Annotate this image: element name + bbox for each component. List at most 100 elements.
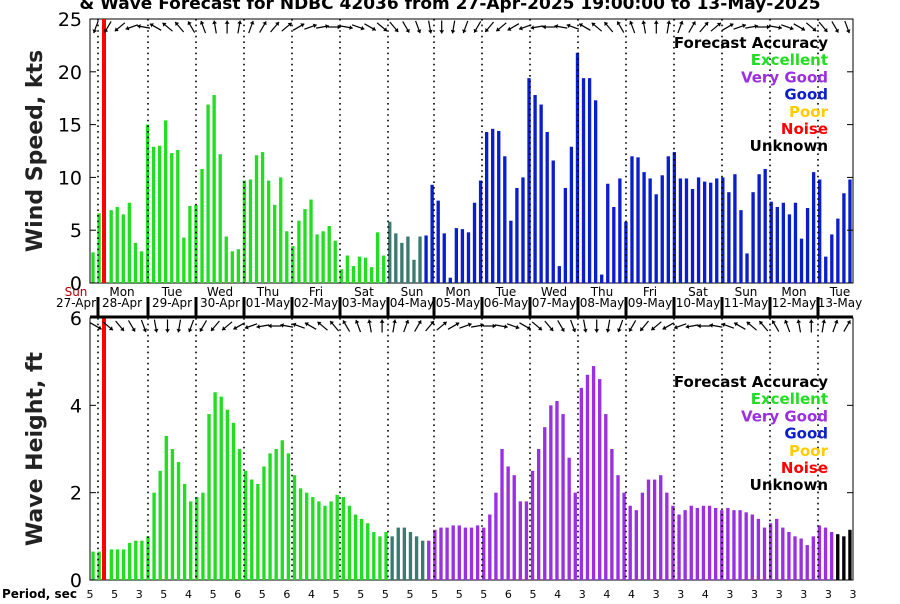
direction-arrow [768, 25, 783, 30]
arrow-head [108, 326, 113, 331]
data-bar [219, 396, 223, 580]
data-bar [225, 409, 230, 580]
data-bar [254, 155, 259, 283]
day-date: 01-May [246, 296, 290, 310]
arrow-head [188, 328, 193, 333]
arrow-head [504, 324, 508, 329]
data-bar [768, 523, 773, 580]
arrow-head [176, 328, 182, 333]
arrow-head [640, 327, 645, 331]
data-bar [170, 449, 175, 580]
data-bar [430, 184, 434, 283]
data-bar [321, 231, 325, 283]
direction-arrow [174, 21, 185, 33]
data-bar [709, 182, 713, 283]
direction-arrow [137, 24, 151, 29]
day-date: 11-May [724, 296, 768, 310]
arrow-head [187, 21, 192, 26]
data-bar [530, 470, 535, 580]
day-name: Thu [590, 285, 614, 299]
arrow-head [594, 329, 600, 333]
data-bar [237, 449, 242, 580]
legend-item: Good [784, 425, 828, 443]
day-date: 05-May [436, 296, 480, 310]
arrow-head [428, 29, 433, 34]
data-bar [555, 400, 559, 580]
direction-arrow [304, 322, 317, 330]
data-bar [549, 405, 553, 580]
data-bar [543, 427, 547, 580]
direction-arrow [462, 20, 469, 34]
data-bar [527, 78, 531, 283]
arrow-head [571, 328, 577, 333]
direction-arrow [641, 20, 647, 34]
arrow-head [287, 22, 292, 27]
data-bar [500, 449, 504, 580]
direction-arrow [570, 319, 577, 333]
arrow-head [416, 29, 422, 34]
data-bar [701, 505, 706, 580]
data-bar [622, 492, 626, 580]
arrow-head [530, 25, 535, 30]
plot-frame [89, 18, 854, 284]
direction-arrow [402, 21, 410, 33]
period-tick-label: 5 [357, 588, 364, 600]
y-tick-label: 0 [70, 570, 82, 592]
data-bar [494, 492, 498, 580]
direction-arrow [425, 320, 435, 332]
data-bar [140, 540, 144, 580]
direction-arrow [102, 321, 114, 331]
arrow-head [165, 329, 170, 333]
data-bar [333, 240, 337, 283]
period-tick-label: 5 [382, 588, 389, 600]
data-bar [757, 174, 761, 283]
direction-arrow [237, 20, 242, 34]
data-bar [311, 497, 315, 580]
data-bar [152, 492, 156, 580]
direction-arrow [506, 323, 520, 330]
y-tick-label: 15 [58, 115, 82, 137]
arrow-head [641, 20, 647, 25]
data-bar [236, 249, 241, 283]
day-date: 03-May [342, 296, 386, 310]
arrow-head [823, 28, 828, 32]
direction-arrow [329, 320, 340, 332]
data-bar [400, 242, 404, 283]
arrow-head [114, 27, 119, 32]
direction-arrow [292, 23, 305, 31]
arrow-head [280, 323, 284, 328]
period-tick-label: 5 [456, 588, 463, 600]
data-bar [357, 256, 362, 283]
direction-arrow [339, 25, 353, 30]
arrow-head [275, 22, 279, 26]
legend-item: Good [784, 86, 828, 104]
data-bar [133, 242, 138, 283]
direction-arrow [709, 323, 723, 328]
data-bar [127, 202, 132, 283]
direction-arrow [746, 321, 757, 331]
direction-arrow [554, 24, 568, 29]
day-date: 12-May [772, 296, 816, 310]
data-bar [721, 177, 725, 283]
arrow-head [801, 26, 805, 31]
day-date: 28-Apr [102, 296, 142, 310]
data-bar [745, 253, 749, 283]
data-bar [551, 160, 555, 283]
data-bar [351, 266, 356, 283]
data-bar [466, 232, 471, 283]
period-tick-label: 3 [776, 588, 783, 600]
data-bar [268, 453, 272, 580]
data-bar [787, 531, 791, 580]
data-bar [206, 104, 210, 283]
data-bar [506, 466, 510, 580]
data-bar [339, 269, 343, 283]
legend-item: Noise [781, 459, 828, 477]
y-tick-label: 2 [70, 483, 82, 505]
direction-arrow [376, 22, 388, 32]
direction-arrow [697, 323, 711, 329]
direction-arrow [843, 320, 851, 332]
data-bar [201, 492, 205, 580]
direction-arrow [354, 319, 362, 333]
direction-arrow [617, 319, 624, 333]
